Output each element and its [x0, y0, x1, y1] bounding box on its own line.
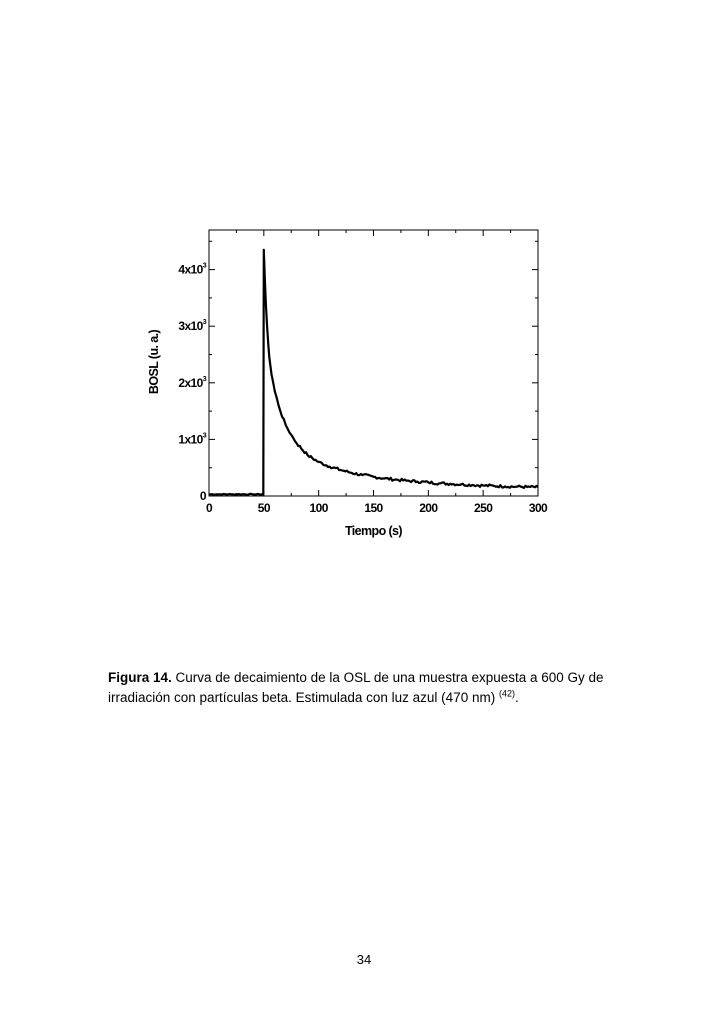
- caption-text: Curva de decaimiento de la OSL de una mu…: [108, 670, 604, 705]
- x-tick-label: 250: [474, 501, 493, 515]
- figure-caption: Figura 14. Curva de decaimiento de la OS…: [108, 668, 668, 708]
- y-tick-label: 2x103: [178, 376, 206, 390]
- x-tick-label: 50: [258, 501, 271, 515]
- caption-label: Figura 14.: [108, 670, 172, 685]
- y-tick-label: 0: [200, 489, 207, 503]
- x-tick-label: 200: [419, 501, 438, 515]
- y-tick-label: 3x103: [178, 319, 206, 333]
- x-tick-label: 0: [206, 501, 213, 515]
- x-tick-label: 150: [364, 501, 383, 515]
- y-tick-label: 4x103: [178, 263, 206, 277]
- osl-decay-chart: 0 50 100 150 200 250 300 0 1x103 2x103 3x103 4x103…: [147, 229, 549, 538]
- x-tick-label: 100: [310, 501, 329, 515]
- caption-reference: (42): [498, 688, 515, 699]
- y-axis: 0 1x103 2x103 3x103 4x103: [178, 240, 538, 503]
- x-tick-label: 300: [529, 501, 548, 515]
- caption-end: .: [514, 690, 519, 705]
- series-line-osl-decay: [209, 248, 539, 496]
- y-tick-label: 1x103: [178, 432, 206, 446]
- page-number: 34: [356, 952, 372, 967]
- y-axis-title: BOSL (u. a.): [147, 330, 161, 395]
- plot-frame: [208, 229, 539, 497]
- x-axis: 0 50 100 150 200 250 300: [206, 230, 549, 515]
- x-axis-title: Tiempo (s): [345, 524, 402, 538]
